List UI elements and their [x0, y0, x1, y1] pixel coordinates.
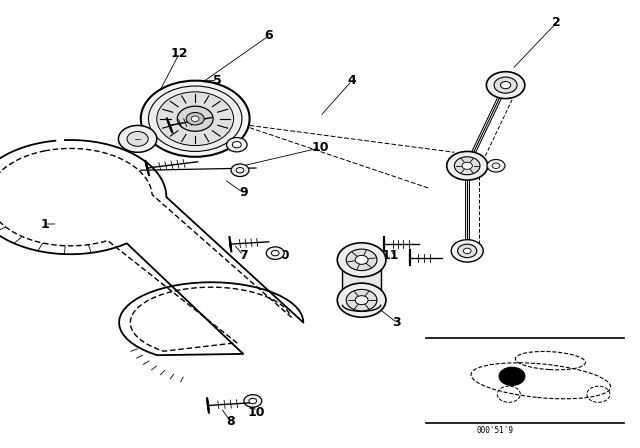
- Text: 6: 6: [264, 29, 273, 43]
- Circle shape: [355, 296, 368, 305]
- Circle shape: [186, 112, 204, 125]
- Circle shape: [487, 159, 505, 172]
- Circle shape: [177, 106, 213, 131]
- Circle shape: [337, 283, 386, 317]
- Circle shape: [458, 244, 477, 258]
- Circle shape: [355, 255, 368, 264]
- Text: 13: 13: [164, 141, 182, 155]
- Circle shape: [118, 125, 157, 152]
- Circle shape: [157, 92, 234, 146]
- Circle shape: [266, 247, 284, 259]
- Text: 5: 5: [213, 74, 222, 87]
- Circle shape: [499, 367, 525, 385]
- Circle shape: [236, 168, 244, 173]
- Text: 8: 8: [226, 414, 235, 428]
- Circle shape: [244, 395, 262, 407]
- Circle shape: [232, 142, 241, 148]
- Circle shape: [463, 248, 471, 254]
- Circle shape: [249, 398, 257, 404]
- Circle shape: [462, 162, 472, 169]
- Circle shape: [127, 132, 148, 146]
- Circle shape: [337, 243, 386, 277]
- Circle shape: [231, 164, 249, 177]
- Circle shape: [492, 163, 500, 168]
- Circle shape: [500, 82, 511, 89]
- Circle shape: [454, 157, 480, 175]
- Bar: [342, 249, 381, 307]
- Text: 11: 11: [381, 249, 399, 262]
- Circle shape: [141, 81, 250, 157]
- Circle shape: [271, 250, 279, 256]
- Text: 2: 2: [552, 16, 561, 29]
- Circle shape: [148, 86, 242, 151]
- Text: 4: 4: [348, 74, 356, 87]
- Circle shape: [346, 289, 377, 311]
- Text: 000'51'9: 000'51'9: [477, 426, 514, 435]
- Text: 7: 7: [239, 249, 248, 262]
- Text: 9: 9: [239, 186, 248, 199]
- Text: 10: 10: [273, 249, 291, 262]
- Circle shape: [346, 249, 377, 271]
- Circle shape: [451, 240, 483, 262]
- Text: 10: 10: [247, 405, 265, 419]
- Text: 10: 10: [311, 141, 329, 155]
- Circle shape: [227, 138, 247, 152]
- Text: 12: 12: [170, 47, 188, 60]
- Circle shape: [486, 72, 525, 99]
- Text: 3: 3: [392, 316, 401, 329]
- Circle shape: [447, 151, 488, 180]
- Circle shape: [494, 77, 517, 93]
- Circle shape: [191, 116, 199, 121]
- Text: 1: 1: [40, 217, 49, 231]
